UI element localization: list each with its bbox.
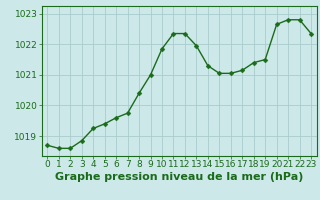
X-axis label: Graphe pression niveau de la mer (hPa): Graphe pression niveau de la mer (hPa)	[55, 172, 303, 182]
